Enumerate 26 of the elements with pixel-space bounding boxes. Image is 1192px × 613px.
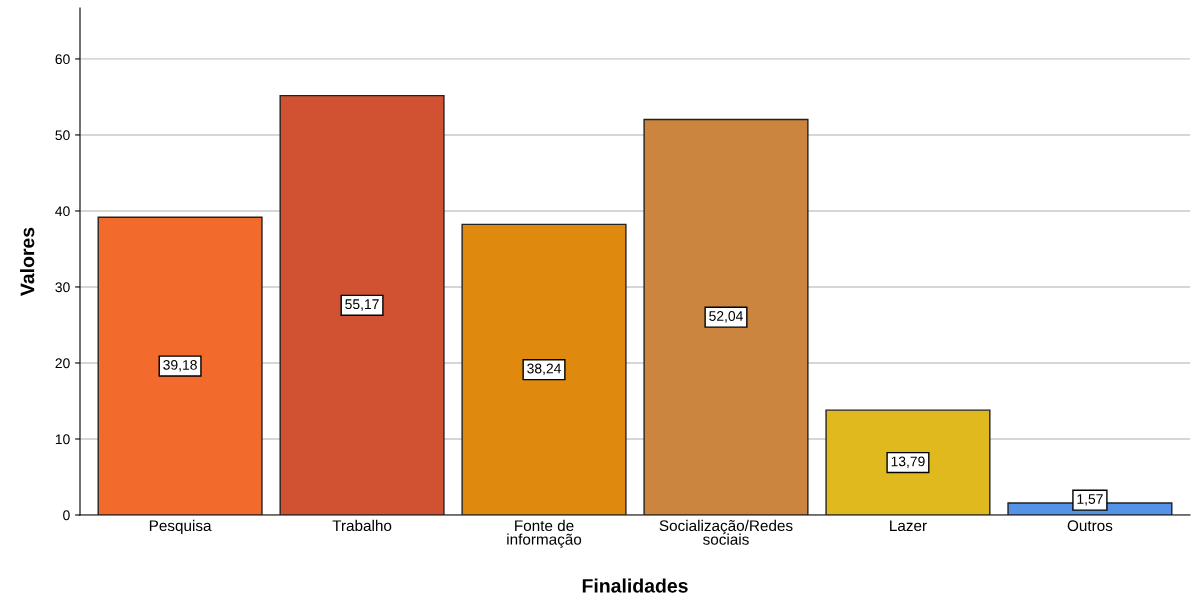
x-tick-label: Lazer bbox=[890, 520, 927, 532]
data-label: 52,04 bbox=[709, 311, 743, 323]
bar bbox=[461, 223, 627, 515]
x-tick-label: Pesquisa bbox=[149, 519, 212, 535]
data-label: 38,24 bbox=[527, 363, 561, 376]
y-tick-label: 50 bbox=[55, 130, 70, 141]
x-tick-label: Socialização/Redes sociais bbox=[659, 519, 793, 545]
x-tick-label: Trabalho bbox=[332, 519, 392, 532]
data-label: 55,17 bbox=[345, 299, 379, 311]
bar bbox=[643, 118, 809, 515]
y-tick-label: 40 bbox=[55, 206, 70, 217]
data-label: 1,57 bbox=[1077, 494, 1103, 506]
y-tick-label: 0 bbox=[63, 510, 70, 521]
y-tick-label: 20 bbox=[55, 358, 70, 369]
y-tick-label: 60 bbox=[55, 54, 70, 65]
data-label: 39,18 bbox=[163, 359, 197, 372]
bar bbox=[279, 94, 445, 515]
data-label: 13,79 bbox=[891, 456, 925, 468]
y-tick-label: 30 bbox=[55, 282, 70, 293]
bar bbox=[97, 216, 263, 515]
bar bbox=[825, 409, 991, 515]
x-tick-label: Outros bbox=[1067, 520, 1113, 532]
y-axis-title: Valores bbox=[20, 227, 35, 296]
x-axis-title: Finalidades bbox=[582, 578, 688, 593]
y-tick-label: 10 bbox=[55, 434, 70, 445]
x-tick-label: Fonte de informação bbox=[507, 519, 582, 548]
